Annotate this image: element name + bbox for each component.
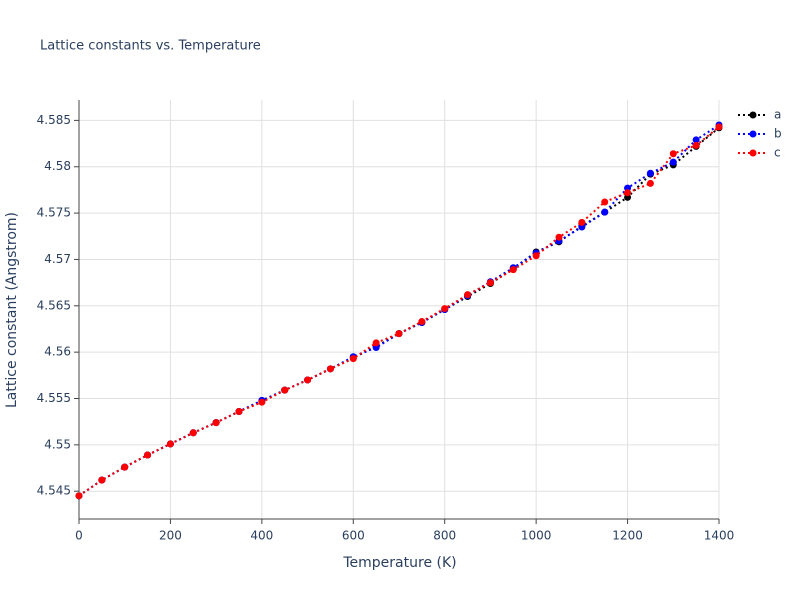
point bbox=[281, 386, 289, 394]
legend-marker bbox=[749, 149, 757, 157]
y-axis-label: Lattice constant (Angstrom) bbox=[4, 212, 20, 408]
point bbox=[624, 189, 632, 197]
point bbox=[692, 136, 700, 144]
x-tick-label: 200 bbox=[159, 529, 182, 543]
y-tick-label: 4.58 bbox=[44, 159, 71, 173]
point bbox=[532, 252, 540, 260]
point bbox=[601, 198, 609, 206]
point bbox=[646, 179, 654, 187]
y-tick-label: 4.565 bbox=[37, 298, 71, 312]
y-tick-label: 4.57 bbox=[44, 252, 71, 266]
point bbox=[486, 279, 494, 287]
point bbox=[578, 218, 586, 226]
x-tick-label: 400 bbox=[250, 529, 273, 543]
y-tick-label: 4.575 bbox=[37, 206, 71, 220]
point bbox=[555, 233, 563, 241]
x-tick-label: 600 bbox=[342, 529, 365, 543]
point bbox=[441, 305, 449, 313]
x-tick-label: 1400 bbox=[704, 529, 735, 543]
point bbox=[304, 376, 312, 384]
x-tick-label: 800 bbox=[433, 529, 456, 543]
y-tick-label: 4.545 bbox=[37, 484, 71, 498]
point bbox=[669, 158, 677, 166]
y-tick-label: 4.585 bbox=[37, 113, 71, 127]
legend-label: a bbox=[774, 108, 781, 122]
point bbox=[669, 150, 677, 158]
x-tick-label: 1000 bbox=[521, 529, 552, 543]
point bbox=[166, 440, 174, 448]
point bbox=[212, 419, 220, 427]
legend-marker bbox=[749, 130, 757, 138]
point bbox=[395, 330, 403, 338]
point bbox=[372, 339, 380, 347]
series-line bbox=[78, 124, 720, 497]
point bbox=[258, 398, 266, 406]
point bbox=[715, 123, 723, 131]
y-tick-label: 4.55 bbox=[44, 437, 71, 451]
point bbox=[189, 429, 197, 437]
x-tick-label: 0 bbox=[75, 529, 83, 543]
legend-label: b bbox=[774, 127, 782, 141]
y-tick-label: 4.555 bbox=[37, 391, 71, 405]
point bbox=[326, 365, 334, 373]
legend-marker bbox=[749, 111, 757, 119]
point bbox=[646, 169, 654, 177]
point bbox=[98, 476, 106, 484]
y-tick-label: 4.56 bbox=[44, 345, 71, 359]
point bbox=[464, 291, 472, 299]
point bbox=[235, 407, 243, 415]
point bbox=[418, 318, 426, 326]
point bbox=[601, 208, 609, 216]
point bbox=[121, 463, 129, 471]
series-line bbox=[78, 126, 720, 497]
point bbox=[509, 266, 517, 274]
x-tick-label: 1200 bbox=[612, 529, 643, 543]
chart-title: Lattice constants vs. Temperature bbox=[40, 39, 261, 54]
point bbox=[349, 355, 357, 363]
legend-label: c bbox=[774, 146, 781, 160]
x-axis-label: Temperature (K) bbox=[342, 555, 456, 571]
point bbox=[144, 451, 152, 459]
point bbox=[75, 492, 83, 500]
point bbox=[692, 141, 700, 149]
